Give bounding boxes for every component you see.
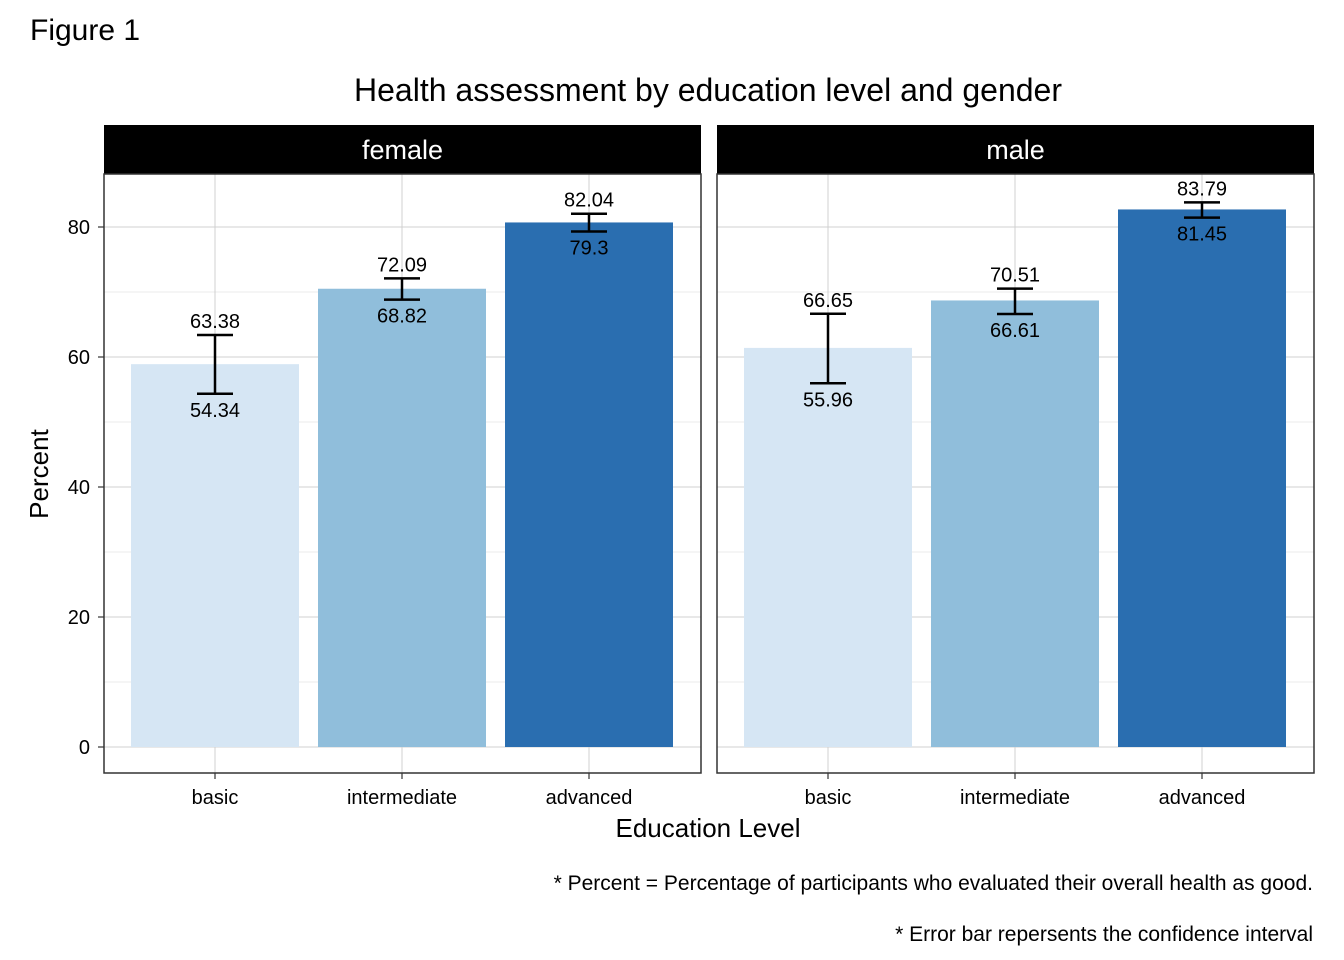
ci-lower-label: 81.45 [1177,224,1227,246]
strip-female [104,125,701,174]
facet-panels: female 63.38 54.34 basic 72.09 68.82 intermedi… [68,125,1315,809]
x-tick-label: advanced [1159,787,1246,809]
x-tick-label: basic [192,787,239,809]
ci-upper-label: 72.09 [377,254,427,276]
panel-border-female [103,173,702,774]
panel-border-male [716,173,1315,774]
x-axis-label: Education Level [615,813,800,843]
ci-upper-label: 63.38 [190,311,240,333]
panel-male: male 66.65 55.96 basic 70.51 66.61 intermediat… [716,125,1315,809]
ci-upper-label: 82.04 [564,190,614,212]
bar-male-intermediate [931,300,1099,747]
strip-label-female: female [362,135,443,165]
x-tick-label: basic [805,787,852,809]
ci-lower-label: 68.82 [377,306,427,328]
ci-upper-label: 70.51 [990,265,1040,287]
ci-lower-label: 54.34 [190,400,240,422]
chart-title: Health assessment by education level and… [354,72,1062,108]
bar-female-basic [131,364,299,747]
y-axis: 0 20 40 60 80 [68,217,104,759]
panel-female: female 63.38 54.34 basic 72.09 68.82 intermedi… [103,125,702,809]
y-axis-label: Percent [24,428,54,518]
strip-label-male: male [986,135,1045,165]
y-tick-label: 80 [68,217,90,239]
bar-female-intermediate [318,288,486,747]
y-tick-label: 40 [68,477,90,499]
bar-female-advanced [505,222,673,747]
x-tick-label: intermediate [960,787,1070,809]
ci-lower-label: 66.61 [990,320,1040,342]
ci-upper-label: 83.79 [1177,178,1227,200]
ci-lower-label: 79.3 [570,238,609,260]
x-tick-label: intermediate [347,787,457,809]
y-tick-label: 60 [68,347,90,369]
bar-male-basic [744,347,912,747]
figure-label: Figure 1 [30,14,140,47]
strip-male [717,125,1314,174]
ci-lower-label: 55.96 [803,389,853,411]
y-tick-label: 20 [68,607,90,629]
caption-percent-note: * Percent = Percentage of participants w… [554,872,1313,895]
caption-error-bar-note: * Error bar repersents the confidence in… [895,923,1313,946]
bar-male-advanced [1118,209,1286,747]
y-tick-label: 0 [79,737,90,759]
ci-upper-label: 66.65 [803,290,853,312]
x-tick-label: advanced [546,787,633,809]
